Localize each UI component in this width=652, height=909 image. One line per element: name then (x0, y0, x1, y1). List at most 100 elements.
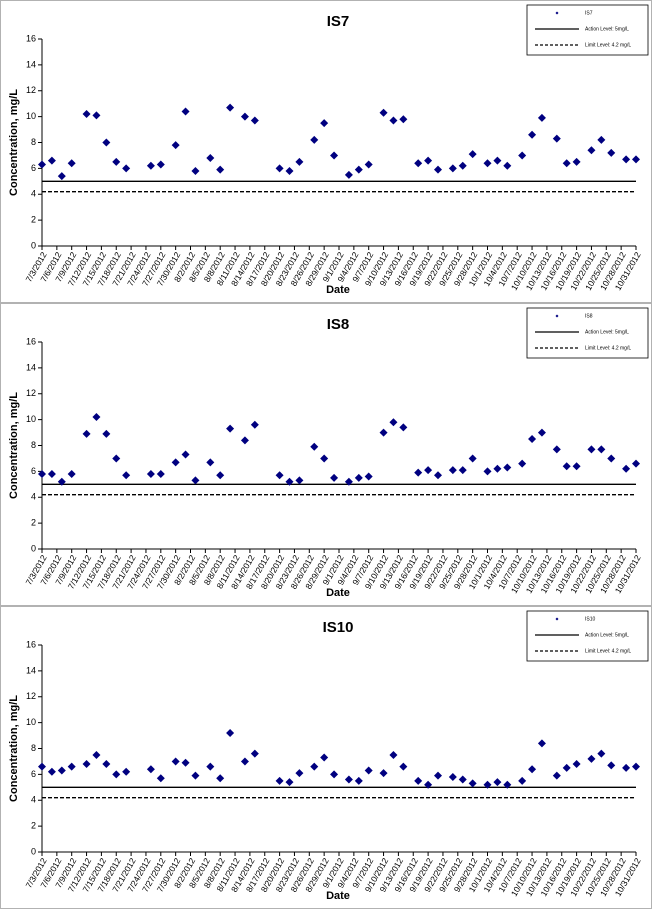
data-point (552, 771, 561, 780)
data-point (320, 753, 329, 762)
data-point (122, 767, 131, 776)
y-tick-label: 8 (31, 137, 36, 147)
legend-marker (555, 617, 559, 621)
data-point (503, 161, 512, 170)
data-point (537, 428, 546, 437)
data-point (82, 110, 91, 119)
data-point (528, 765, 537, 774)
y-axis-label: Concentration, mg/L (8, 89, 20, 196)
data-point (607, 761, 616, 770)
y-tick-label: 0 (31, 240, 36, 250)
data-point (156, 774, 165, 783)
data-point (47, 156, 56, 165)
x-axis-label: Date (326, 890, 350, 902)
data-point (226, 424, 235, 433)
data-point (112, 454, 121, 463)
data-point (156, 469, 165, 478)
data-point (389, 116, 398, 125)
data-point (285, 477, 294, 486)
legend-label: Action Level: 5mg/L (585, 26, 629, 32)
data-point (354, 473, 363, 482)
data-point (146, 765, 155, 774)
data-point (414, 776, 423, 785)
data-point (503, 463, 512, 472)
data-point (572, 462, 581, 471)
data-point (285, 166, 294, 175)
data-point (344, 170, 353, 179)
data-point (364, 160, 373, 169)
data-point (67, 762, 76, 771)
y-tick-label: 10 (26, 717, 36, 727)
x-axis-label: Date (326, 587, 350, 599)
data-point (587, 754, 596, 763)
data-point (38, 762, 46, 771)
data-point (226, 728, 235, 737)
data-point (607, 454, 616, 463)
data-point (622, 464, 631, 473)
data-point (587, 146, 596, 155)
data-point (82, 429, 91, 438)
data-point (399, 762, 408, 771)
data-point (518, 776, 527, 785)
data-point (295, 769, 304, 778)
data-point (528, 130, 537, 139)
y-tick-label: 12 (26, 691, 36, 701)
data-point (320, 454, 329, 463)
data-point (493, 778, 502, 787)
data-point (226, 103, 235, 112)
data-point (275, 471, 284, 480)
data-point (310, 135, 319, 144)
data-point (47, 767, 56, 776)
data-point (632, 459, 640, 468)
data-point (424, 780, 433, 789)
data-point (82, 760, 91, 769)
data-point (572, 157, 581, 166)
y-tick-label: 6 (31, 466, 36, 476)
data-point (206, 458, 215, 467)
data-point (424, 466, 433, 475)
data-point (562, 462, 571, 471)
y-tick-label: 2 (31, 821, 36, 831)
data-point (330, 151, 339, 160)
data-point (354, 165, 363, 174)
data-point (112, 770, 121, 779)
data-point (597, 749, 606, 758)
chart-panel: IS10 Concentration, mg/L Date 0 2 4 6 8 10 12 14 16… (0, 606, 652, 909)
data-point (240, 436, 249, 445)
legend-label: Action Level: 5mg/L (585, 632, 629, 638)
data-point (399, 423, 408, 432)
y-tick-label: 6 (31, 769, 36, 779)
legend-label: Action Level: 5mg/L (585, 329, 629, 335)
data-point (632, 762, 640, 771)
data-point (38, 160, 46, 169)
data-point (518, 151, 527, 160)
y-tick-label: 4 (31, 492, 36, 502)
data-point (122, 471, 131, 480)
data-point (379, 108, 388, 117)
y-tick-label: 12 (26, 388, 36, 398)
data-point (552, 445, 561, 454)
legend-label: IS7 (585, 10, 593, 16)
legend-label: IS8 (585, 313, 593, 319)
data-point (67, 469, 76, 478)
data-point (389, 418, 398, 427)
data-point (364, 472, 373, 481)
data-point (156, 160, 165, 169)
y-tick-label: 8 (31, 440, 36, 450)
data-point (572, 760, 581, 769)
data-point (468, 150, 477, 159)
y-tick-label: 2 (31, 215, 36, 225)
data-point (344, 477, 353, 486)
chart-title: IS10 (323, 619, 354, 636)
data-point (92, 413, 101, 422)
data-point (607, 148, 616, 157)
legend-marker (555, 314, 559, 318)
data-point (448, 164, 457, 173)
y-axis-label: Concentration, mg/L (8, 695, 20, 802)
data-point (295, 157, 304, 166)
data-point (191, 771, 200, 780)
data-point (493, 464, 502, 473)
